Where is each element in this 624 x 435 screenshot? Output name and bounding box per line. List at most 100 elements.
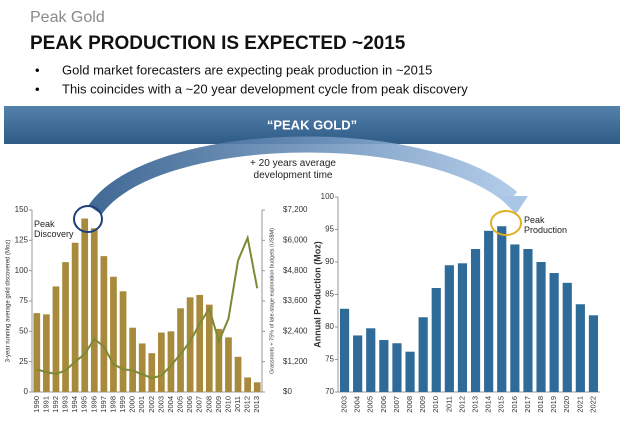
x-tick-label: 1998	[108, 396, 117, 413]
bar	[484, 230, 494, 392]
x-tick-label: 2006	[185, 396, 194, 413]
x-tick-label: 2017	[523, 396, 532, 413]
bar	[431, 288, 441, 392]
x-tick-label: 1993	[61, 396, 70, 413]
x-tick-label: 1999	[118, 396, 127, 413]
x-tick-label: 2003	[156, 396, 165, 413]
bullet-dot: •	[35, 62, 40, 77]
bar	[353, 335, 363, 392]
bar	[497, 226, 507, 392]
x-tick-label: 2008	[204, 396, 213, 413]
y2-tick-label: $7,200	[283, 205, 308, 214]
x-tick-label: 1994	[70, 396, 79, 413]
annotation: Peak Production	[524, 215, 568, 236]
y2-tick-label: $1,200	[283, 357, 308, 366]
bar	[52, 286, 60, 392]
x-tick-label: 2009	[418, 396, 427, 413]
y-tick-label: 150	[15, 205, 29, 214]
x-tick-label: 2007	[392, 396, 401, 413]
y2-axis-label: Grassroots + 75% of late-stage explorati…	[269, 228, 275, 374]
y-tick-label: 100	[15, 266, 29, 275]
bullet: Gold market forecasters are expecting pe…	[62, 62, 432, 77]
x-tick-label: 2022	[588, 396, 597, 413]
x-tick-label: 2009	[214, 396, 223, 413]
bar	[196, 294, 204, 392]
x-tick-label: 2004	[353, 396, 362, 413]
bar	[457, 263, 468, 392]
x-tick-label: 2013	[252, 396, 261, 413]
bar	[549, 273, 559, 392]
x-tick-label: 2010	[223, 396, 232, 413]
x-tick-label: 2008	[405, 396, 414, 413]
banner-text: “PEAK GOLD”	[267, 117, 357, 132]
y-tick-label: 95	[325, 225, 334, 234]
bar	[33, 313, 41, 392]
y2-tick-label: $4,800	[283, 266, 308, 275]
bar	[186, 297, 194, 392]
bar	[215, 328, 223, 392]
slide-title: PEAK PRODUCTION IS EXPECTED ~2015	[30, 33, 406, 54]
x-tick-label: 2005	[176, 396, 185, 413]
y-tick-label: 0	[24, 387, 29, 396]
x-tick-label: 2014	[484, 396, 493, 413]
x-tick-label: 2013	[471, 396, 480, 413]
bar	[138, 343, 146, 392]
x-tick-label: 2015	[497, 396, 506, 413]
bar	[110, 276, 117, 392]
y2-tick-label: $2,400	[283, 326, 308, 335]
note: + 20 years average development time	[250, 158, 336, 181]
bar	[244, 377, 251, 392]
x-tick-label: 2016	[510, 396, 519, 413]
x-tick-label: 2005	[366, 396, 375, 413]
x-tick-label: 1996	[89, 396, 98, 413]
y-tick-label: 75	[325, 355, 334, 364]
bar	[148, 353, 156, 392]
bar	[205, 304, 213, 392]
y2-tick-label: $6,000	[283, 235, 308, 244]
bar	[62, 262, 69, 392]
y-tick-label: 125	[15, 235, 29, 244]
y2-tick-label: $0	[283, 387, 292, 396]
x-tick-label: 2019	[549, 396, 558, 413]
bar	[510, 244, 520, 392]
x-tick-label: 1995	[80, 396, 89, 413]
annotation: Peak Discovery	[34, 219, 74, 240]
x-tick-label: 2010	[431, 396, 440, 413]
arrow	[88, 136, 518, 215]
bar	[253, 382, 261, 392]
x-tick-label: 2011	[444, 396, 453, 412]
x-tick-label: 2021	[575, 396, 584, 413]
x-tick-label: 1991	[41, 396, 50, 413]
highlight-circle	[73, 205, 103, 233]
x-tick-label: 1997	[99, 396, 108, 413]
bar	[129, 327, 136, 392]
x-tick-label: 2020	[562, 396, 571, 413]
y-tick-label: 85	[325, 290, 334, 299]
bullet: This coincides with a ~20 year developme…	[62, 81, 468, 96]
bar	[339, 308, 350, 392]
kicker: Peak Gold	[30, 9, 105, 26]
bar	[366, 328, 376, 392]
y-axis-label: Annual Production (Moz)	[312, 241, 322, 347]
arrow-head	[498, 196, 528, 214]
bar	[119, 291, 127, 392]
bar	[234, 356, 242, 392]
bar	[523, 249, 533, 392]
bar	[392, 343, 402, 392]
bar	[81, 218, 89, 392]
bar	[562, 282, 572, 392]
x-tick-label: 2012	[457, 396, 466, 413]
y-tick-label: 100	[321, 192, 335, 201]
bar	[43, 314, 50, 392]
x-tick-label: 1992	[51, 396, 60, 413]
bar	[405, 351, 415, 392]
x-tick-label: 2001	[137, 396, 146, 413]
y-axis-label: 3-year running average gold discovered (…	[6, 240, 12, 363]
x-tick-label: 2003	[340, 396, 349, 413]
x-tick-label: 2004	[166, 396, 175, 413]
x-tick-label: 2000	[128, 396, 137, 413]
bar	[536, 262, 546, 392]
highlight-circle	[490, 210, 522, 236]
